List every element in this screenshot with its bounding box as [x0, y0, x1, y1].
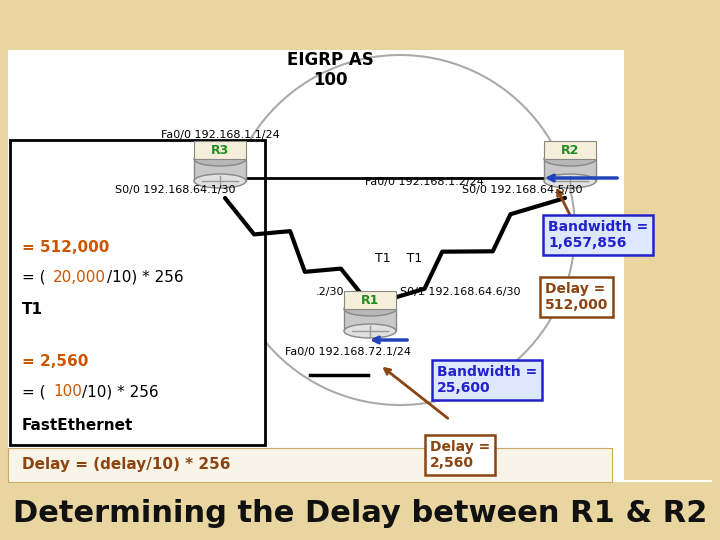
Bar: [8, 448, 612, 482]
Text: FastEthernet: FastEthernet: [22, 417, 133, 433]
Text: S0/0 192.168.64.5/30: S0/0 192.168.64.5/30: [462, 185, 582, 195]
Bar: [624, 0, 720, 480]
Bar: [344, 309, 396, 331]
Text: Delay = (delay/10) * 256: Delay = (delay/10) * 256: [22, 457, 230, 472]
Text: R2: R2: [561, 144, 579, 157]
Ellipse shape: [544, 152, 596, 166]
Ellipse shape: [194, 174, 246, 188]
Ellipse shape: [344, 302, 396, 316]
Text: R1: R1: [361, 294, 379, 307]
Ellipse shape: [344, 324, 396, 338]
Text: Fa0/0 192.168.72.1/24: Fa0/0 192.168.72.1/24: [285, 347, 411, 357]
Bar: [8, 50, 712, 482]
Text: Fa0/0 192.168.1.1/24: Fa0/0 192.168.1.1/24: [161, 130, 279, 140]
Text: T1    T1: T1 T1: [375, 252, 422, 265]
Ellipse shape: [194, 152, 246, 166]
Text: = (: = (: [22, 384, 45, 400]
Text: S0/0 192.168.64.1/30: S0/0 192.168.64.1/30: [115, 185, 235, 195]
FancyBboxPatch shape: [8, 0, 712, 480]
Bar: [0, 488, 720, 540]
Text: 20,000: 20,000: [53, 269, 106, 285]
Text: Determining the Delay between R1 & R2: Determining the Delay between R1 & R2: [13, 500, 707, 529]
Bar: [544, 159, 596, 181]
Bar: [544, 141, 596, 159]
Text: S0/1 192.168.64.6/30: S0/1 192.168.64.6/30: [400, 287, 521, 297]
Text: T1: T1: [22, 302, 43, 318]
Text: = 2,560: = 2,560: [22, 354, 89, 369]
Text: R3: R3: [211, 144, 229, 157]
Text: = (: = (: [22, 269, 45, 285]
Ellipse shape: [544, 174, 596, 188]
Bar: [8, 0, 712, 50]
Text: .2/30: .2/30: [316, 287, 344, 297]
Text: Delay =
512,000: Delay = 512,000: [545, 282, 608, 312]
Text: /10) * 256: /10) * 256: [107, 269, 184, 285]
Circle shape: [225, 55, 575, 405]
Text: Delay =
2,560: Delay = 2,560: [430, 440, 490, 470]
Text: Fa0/0 192.168.1.2/24: Fa0/0 192.168.1.2/24: [365, 177, 484, 187]
Text: 100: 100: [53, 384, 82, 400]
Text: EIGRP AS
100: EIGRP AS 100: [287, 51, 374, 90]
Bar: [194, 141, 246, 159]
Text: = 512,000: = 512,000: [22, 240, 109, 254]
Text: Bandwidth =
25,600: Bandwidth = 25,600: [437, 365, 537, 395]
Text: Bandwidth =
1,657,856: Bandwidth = 1,657,856: [548, 220, 648, 250]
Bar: [344, 291, 396, 309]
Bar: [10, 140, 265, 445]
Text: /10) * 256: /10) * 256: [82, 384, 158, 400]
Bar: [194, 159, 246, 181]
